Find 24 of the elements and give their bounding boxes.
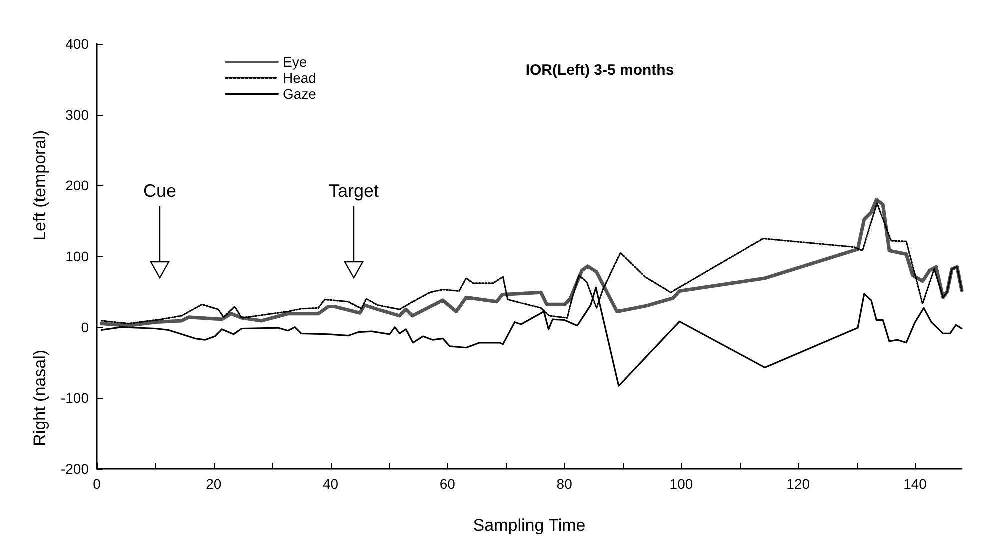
x-tick-label: 0 bbox=[93, 476, 102, 492]
y-axis-title: Left (temporal) bbox=[30, 130, 50, 241]
x-axis-title: Sampling Time bbox=[473, 516, 586, 535]
y-tick-label: 100 bbox=[66, 248, 90, 264]
y-tick-label: 200 bbox=[66, 178, 90, 194]
y-tick-label: -200 bbox=[60, 461, 90, 477]
y-tick-label: 0 bbox=[81, 319, 90, 336]
annotation: Cue bbox=[143, 181, 177, 201]
text: Right (nasal) bbox=[30, 350, 50, 446]
annotation: Target bbox=[328, 181, 380, 201]
y-tick-label: -100 bbox=[60, 390, 90, 406]
legend-label: Eye bbox=[283, 54, 308, 70]
text: IOR(Left) 3-5 months bbox=[526, 62, 674, 79]
x-tick-label: 80 bbox=[556, 476, 573, 492]
legend-label: Head bbox=[283, 70, 316, 86]
legend-label: Gaze bbox=[283, 86, 317, 102]
x-tick-label: 140 bbox=[904, 476, 928, 492]
x-tick-label: 40 bbox=[322, 476, 339, 492]
x-tick-label: 120 bbox=[786, 476, 810, 492]
x-tick-label: 60 bbox=[440, 476, 456, 492]
x-tick-label: 100 bbox=[670, 476, 694, 492]
x-tick-label: 20 bbox=[206, 476, 222, 492]
y-tick-label: 400 bbox=[66, 36, 90, 52]
y-tick-label: 300 bbox=[66, 106, 90, 123]
